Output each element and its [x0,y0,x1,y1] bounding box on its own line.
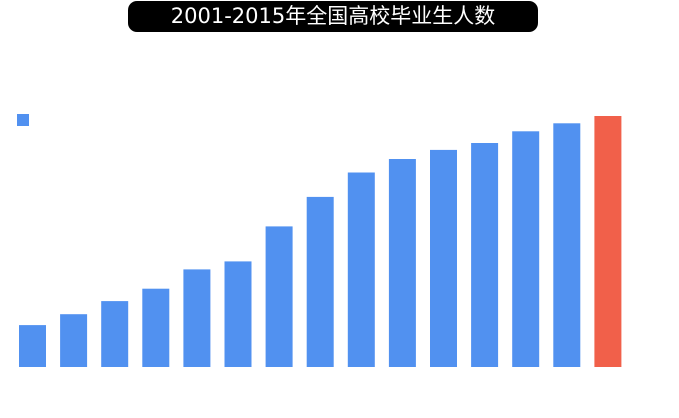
bar-2005 [183,269,211,367]
bar-2014 [553,123,581,367]
bar-2009 [347,172,375,367]
bar-2003 [101,301,129,367]
bar-2007 [265,226,293,367]
bar-2008 [306,196,334,367]
chart-title: 2001-2015年全国高校毕业生人数 [128,1,538,32]
bar-2015 [594,116,622,367]
bar-2012 [471,143,499,367]
bar-2001 [19,325,46,367]
bar-2004 [142,288,170,367]
bar-2011 [430,149,457,367]
bar-2002 [60,314,88,367]
legend-marker [17,114,29,126]
bar-2010 [388,159,416,367]
bar-2013 [512,131,540,367]
bar-2006 [224,261,252,367]
